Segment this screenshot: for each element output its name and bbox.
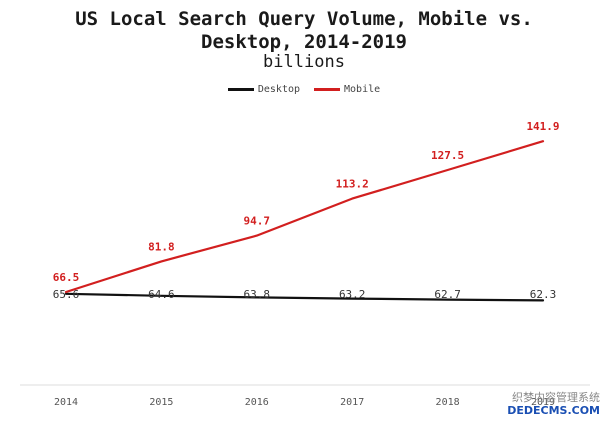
data-label-mobile-2017: 113.2 bbox=[336, 178, 369, 191]
x-tick-label-2016: 2016 bbox=[245, 397, 269, 408]
data-label-desktop-2017: 63.2 bbox=[339, 288, 366, 301]
legend-label-mobile: Mobile bbox=[344, 84, 381, 95]
x-tick-label-2017: 2017 bbox=[340, 397, 364, 408]
x-tick-label-2015: 2015 bbox=[149, 397, 173, 408]
watermark: 织梦内容管理系统 DEDECMS.COM bbox=[507, 391, 600, 417]
data-label-desktop-2018: 62.7 bbox=[434, 288, 461, 301]
data-label-mobile-2014: 66.5 bbox=[53, 271, 80, 284]
legend-swatch-mobile bbox=[314, 88, 341, 91]
series-line-desktop bbox=[64, 292, 545, 302]
data-label-mobile-2019: 141.9 bbox=[526, 120, 559, 133]
data-label-desktop-2016: 63.8 bbox=[244, 288, 271, 301]
chart-title: US Local Search Query Volume, Mobile vs.… bbox=[0, 8, 608, 54]
data-label-mobile-2015: 81.8 bbox=[148, 240, 175, 253]
x-tick-label-2018: 2018 bbox=[436, 397, 460, 408]
x-tick-label-2014: 2014 bbox=[54, 397, 78, 408]
data-label-desktop-2014: 65.6 bbox=[53, 288, 80, 301]
data-label-mobile-2016: 94.7 bbox=[244, 215, 271, 228]
watermark-cn-text: 织梦内容管理系统 bbox=[512, 391, 600, 404]
chart-legend: Desktop Mobile bbox=[0, 84, 608, 95]
legend-label-desktop: Desktop bbox=[257, 84, 301, 95]
watermark-site: DEDECMS.COM bbox=[507, 404, 600, 417]
chart-title-line-1: US Local Search Query Volume, Mobile vs. bbox=[75, 8, 533, 30]
legend-item-desktop: Desktop bbox=[227, 84, 301, 95]
legend-swatch-desktop bbox=[227, 88, 254, 91]
legend-item-mobile: Mobile bbox=[314, 84, 380, 95]
data-label-desktop-2019: 62.3 bbox=[530, 288, 557, 301]
data-label-mobile-2018: 127.5 bbox=[431, 149, 464, 162]
series-line-mobile bbox=[64, 140, 545, 294]
data-label-desktop-2015: 64.6 bbox=[148, 288, 175, 301]
chart-subtitle: billions bbox=[263, 52, 345, 72]
chart-title-line-2: Desktop, 2014-2019 bbox=[201, 31, 407, 53]
x-tick-label-2019: 2019 bbox=[531, 397, 555, 408]
